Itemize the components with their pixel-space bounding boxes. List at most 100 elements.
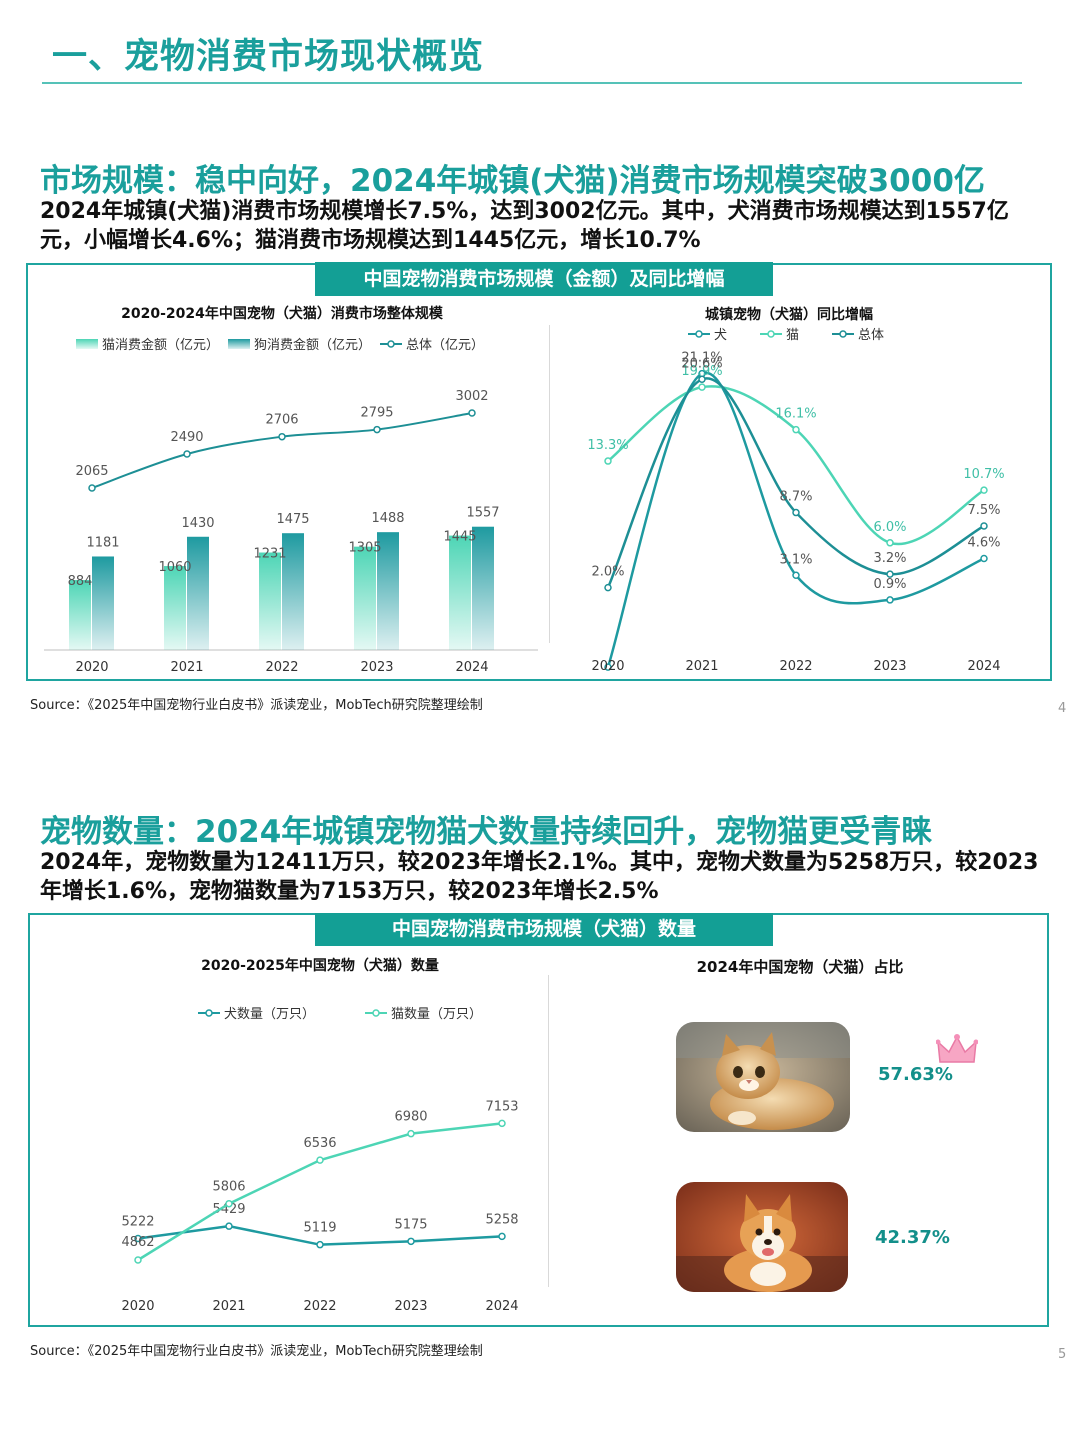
- count-point-0-2024: [498, 1232, 506, 1241]
- growth-label-2-2020: 2.0%: [591, 565, 624, 580]
- count-label-1-2024: 7153: [485, 1099, 518, 1114]
- section1-page-number: 4: [1058, 701, 1067, 716]
- bar-dog-2021: [187, 536, 209, 650]
- count-label-0-2020: 5222: [121, 1215, 154, 1230]
- count-point-0-2020: [134, 1234, 142, 1243]
- count-chart-title: 2020-2025年中国宠物（犬猫）数量: [201, 957, 439, 974]
- growth-line-2: [606, 377, 985, 589]
- section2-divider: [548, 975, 549, 1287]
- total-label-2021: 2490: [170, 430, 203, 445]
- growth-label-2-2022: 8.7%: [779, 490, 812, 505]
- section1-banner: 中国宠物消费市场规模（金额）及同比增幅: [315, 262, 773, 296]
- count-point-1-2023: [407, 1129, 415, 1138]
- legend-label-cat-amount: 猫消费金额（亿元）: [102, 337, 219, 353]
- growth-x-tick-2024: 2024: [967, 659, 1000, 674]
- cat-photo: [676, 1022, 850, 1132]
- growth-label-1-2020: 13.3%: [587, 438, 628, 453]
- x-tick-2020: 2020: [75, 660, 108, 675]
- bar-dog-2023: [377, 532, 399, 650]
- total-point-2021: [183, 450, 191, 458]
- count-label-1-2021: 5806: [212, 1180, 245, 1195]
- corgi-photo: [676, 1182, 848, 1292]
- growth-point-2-2020: [604, 583, 612, 592]
- x-tick-2023: 2023: [360, 660, 393, 675]
- total-point-2023: [373, 425, 381, 434]
- bar-cat-2021: [164, 566, 186, 650]
- bar-cat-label-2020: 884: [68, 574, 93, 589]
- count-point-1-2021: [225, 1199, 233, 1208]
- dog-share-value: 42.37%: [875, 1227, 950, 1248]
- growth-point-0-2024: [980, 554, 988, 563]
- count-x-tick-2023: 2023: [394, 1299, 427, 1314]
- total-label-2024: 3002: [455, 389, 488, 404]
- bar-dog-2022: [282, 533, 304, 650]
- section1-divider: [549, 325, 550, 643]
- section1-title: 市场规模：稳中向好，2024年城镇(犬猫)消费市场规模突破3000亿: [40, 163, 985, 199]
- legend-marker-growth-1: [767, 330, 775, 338]
- cat-share-value: 57.63%: [878, 1064, 953, 1085]
- section2-page-number: 5: [1058, 1347, 1067, 1362]
- bar-cat-label-2023: 1305: [348, 541, 381, 556]
- bar-dog-label-2024: 1557: [466, 506, 499, 521]
- legend-marker-dog-count: [205, 1009, 213, 1017]
- legend-label-growth-2: 总体: [858, 328, 884, 343]
- growth-point-2-2022: [792, 508, 800, 517]
- legend-label-growth-1: 猫: [786, 328, 799, 343]
- total-label-2023: 2795: [360, 406, 393, 421]
- count-point-1-2022: [316, 1156, 324, 1164]
- count-label-0-2024: 5258: [485, 1212, 518, 1227]
- legend-marker-cat-count: [372, 1009, 380, 1017]
- count-point-1-2024: [498, 1119, 506, 1128]
- count-point-0-2022: [316, 1240, 324, 1249]
- growth-line-0: [606, 371, 985, 668]
- legend-label-cat-count: 猫数量（万只）: [391, 1007, 482, 1022]
- count-label-0-2021: 5429: [212, 1202, 245, 1217]
- total-point-2022: [278, 432, 286, 441]
- bar-cat-label-2021: 1060: [158, 560, 191, 575]
- x-tick-2024: 2024: [455, 660, 488, 675]
- growth-label-0-2024: 4.6%: [967, 535, 1000, 550]
- growth-label-1-2022: 16.1%: [775, 407, 816, 422]
- total-point-2024: [468, 409, 476, 417]
- bar-dog-label-2023: 1488: [371, 511, 404, 526]
- bar-dog-2024: [472, 526, 494, 650]
- crown-icon: [936, 1034, 978, 1063]
- x-tick-2022: 2022: [265, 660, 298, 675]
- growth-point-1-2023: [886, 539, 894, 547]
- legend-label-dog-amount: 狗消费金额（亿元）: [254, 337, 371, 353]
- growth-point-2-2021: [698, 375, 706, 384]
- count-label-1-2023: 6980: [394, 1110, 427, 1125]
- total-label-2020: 2065: [75, 464, 108, 479]
- bar-cat-2024: [449, 535, 471, 650]
- bar-cat-label-2022: 1231: [253, 547, 286, 562]
- section2-banner: 中国宠物消费市场规模（犬猫）数量: [315, 913, 773, 946]
- growth-x-tick-2023: 2023: [873, 659, 906, 674]
- growth-point-1-2020: [604, 457, 612, 465]
- legend-label-dog-count: 犬数量（万只）: [224, 1007, 315, 1022]
- growth-point-2-2024: [980, 522, 988, 530]
- section2-source: Source：《2025年中国宠物行业白皮书》派读宠业，MobTech研究院整理…: [30, 1344, 483, 1359]
- section2-desc: 2024年，宠物数量为12411万只，较2023年增长2.1%。其中，宠物犬数量…: [40, 850, 1039, 904]
- bar-dog-label-2021: 1430: [181, 516, 214, 531]
- growth-point-2-2023: [886, 570, 894, 578]
- count-label-1-2020: 4862: [121, 1235, 154, 1250]
- legend-swatch-dog-amount: [228, 339, 250, 349]
- bar-cat-label-2024: 1445: [443, 530, 476, 545]
- count-x-tick-2022: 2022: [303, 1299, 336, 1314]
- market-chart-title: 2020-2024年中国宠物（犬猫）消费市场整体规模: [121, 305, 444, 322]
- count-x-tick-2020: 2020: [121, 1299, 154, 1314]
- growth-label-2-2023: 3.2%: [873, 551, 906, 566]
- section1-source: Source：《2025年中国宠物行业白皮书》派读宠业，MobTech研究院整理…: [30, 698, 483, 713]
- growth-x-tick-2022: 2022: [779, 659, 812, 674]
- count-label-1-2022: 6536: [303, 1136, 336, 1151]
- bar-cat-2020: [69, 580, 91, 650]
- growth-x-tick-2020: 2020: [591, 659, 624, 674]
- bar-cat-2023: [354, 546, 376, 650]
- section1-desc: 2024年城镇(犬猫)消费市场规模增长7.5%，达到3002亿元。其中，犬消费市…: [40, 199, 1009, 253]
- growth-point-1-2022: [792, 425, 800, 434]
- bar-dog-label-2022: 1475: [276, 512, 309, 527]
- growth-label-2-2021: 20.6%: [681, 356, 722, 371]
- count-label-0-2023: 5175: [394, 1217, 427, 1232]
